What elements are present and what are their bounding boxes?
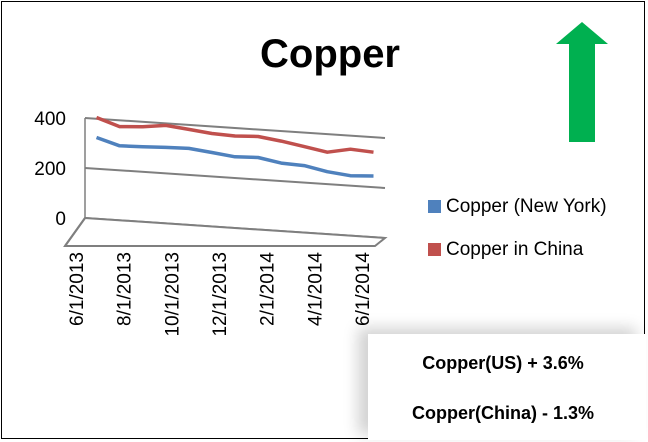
x-axis-ticks: 6/1/2013 8/1/2013 10/1/2013 12/1/2013 2/… [67,252,374,337]
x-tick-label: 4/1/2014 [305,252,326,326]
series-line-0 [95,135,374,178]
legend-swatch-red [428,243,441,256]
x-tick-label: 12/1/2013 [210,252,231,337]
legend-label: Copper in China [446,239,584,260]
gridline [84,117,386,139]
x-tick-label: 6/1/2014 [353,252,374,326]
y-tick-label: 200 [34,159,66,180]
chart-title: Copper [260,32,400,76]
legend: Copper (New York) Copper in China [428,192,628,278]
y-axis-ticks: 400 200 0 [34,109,66,230]
x-tick-label: 6/1/2013 [67,252,88,326]
legend-swatch-blue [428,200,441,213]
legend-item-copper-new-york: Copper (New York) [428,192,628,221]
x-tick-label: 10/1/2013 [162,252,183,337]
data-series [95,115,374,178]
series-line-1 [95,115,374,154]
gridline [84,167,386,189]
annotation-copper-china: Copper(China) - 1.3% [411,403,594,423]
chart-floor-plane [63,216,388,247]
chart-floor [63,216,388,247]
x-tick-label: 8/1/2013 [115,252,136,326]
legend-item-copper-china: Copper in China [428,235,628,264]
legend-label: Copper (New York) [446,196,607,217]
y-tick-label: 400 [34,109,66,130]
change-annotation-box: Copper(US) + 3.6% Copper(China) - 1.3% [368,334,646,440]
x-tick-label: 2/1/2014 [258,252,279,326]
up-arrow-icon [556,22,608,142]
floor-edge [64,217,86,247]
annotation-copper-us: Copper(US) + 3.6% [422,353,584,373]
y-tick-label: 0 [55,209,66,230]
